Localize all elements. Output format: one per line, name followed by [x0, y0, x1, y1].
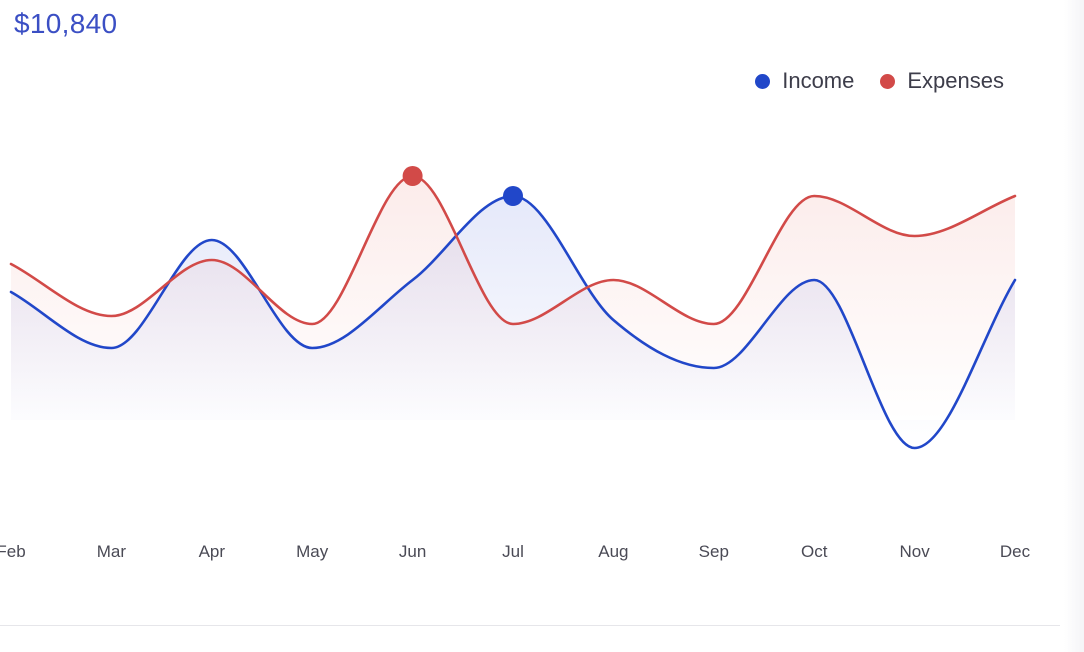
x-tick-label: Aug: [598, 542, 628, 561]
chart-legend: Income Expenses: [755, 68, 1004, 94]
legend-label-expenses: Expenses: [907, 68, 1004, 93]
card-edge: [1064, 0, 1084, 652]
x-tick-label: Sep: [699, 542, 729, 561]
highlight-point-income[interactable]: [503, 186, 523, 206]
legend-label-income: Income: [782, 68, 855, 93]
legend-dot-income: [755, 73, 771, 89]
x-tick-label: Feb: [0, 542, 26, 561]
x-tick-label: Mar: [97, 542, 127, 561]
total-value: $10,840: [14, 8, 118, 39]
x-tick-label: May: [296, 542, 329, 561]
bottom-divider: [0, 625, 1060, 626]
series-line-income[interactable]: [9, 194, 1017, 450]
legend-item-expenses[interactable]: Expenses: [880, 68, 1004, 94]
x-tick-label: Jul: [502, 542, 524, 561]
x-tick-label: Apr: [199, 542, 226, 561]
x-tick-label: Jun: [399, 542, 426, 561]
legend-dot-expenses: [880, 73, 896, 89]
legend-item-income[interactable]: Income: [755, 68, 854, 94]
x-tick-label: Dec: [1000, 542, 1031, 561]
x-tick-label: Nov: [899, 542, 930, 561]
highlight-point-expenses[interactable]: [402, 166, 423, 186]
x-tick-label: Oct: [801, 542, 828, 561]
series-line-expenses[interactable]: [9, 174, 1017, 326]
area-income: [11, 196, 1015, 448]
